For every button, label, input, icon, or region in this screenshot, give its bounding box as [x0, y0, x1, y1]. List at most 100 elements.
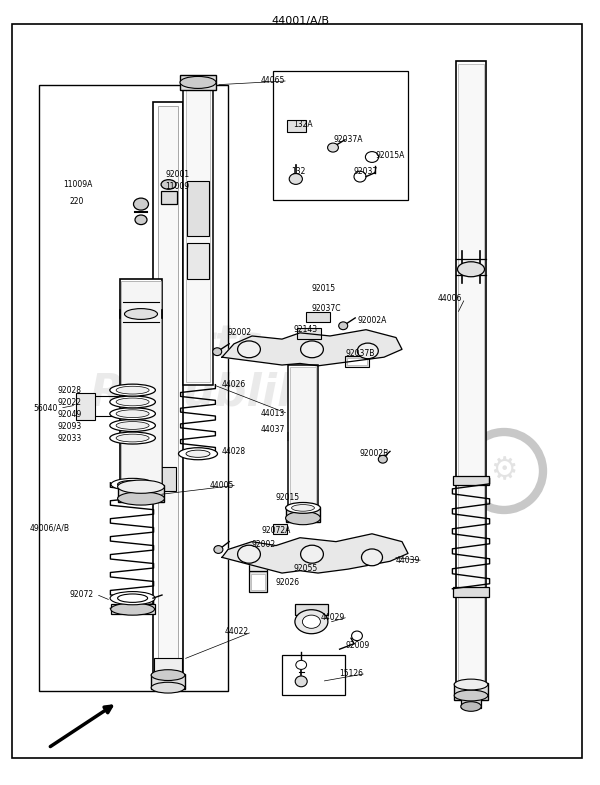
Ellipse shape	[116, 398, 149, 406]
Ellipse shape	[295, 676, 307, 687]
Bar	[290, 367, 316, 507]
Ellipse shape	[180, 76, 216, 89]
Ellipse shape	[238, 546, 260, 563]
Text: 92072: 92072	[69, 590, 93, 599]
Bar	[186, 88, 210, 382]
Text: 44022: 44022	[225, 627, 249, 637]
Bar	[160, 467, 176, 491]
Text: 92015: 92015	[276, 493, 300, 502]
Text: 11009A: 11009A	[63, 180, 92, 189]
Ellipse shape	[116, 410, 149, 418]
Text: 92037B: 92037B	[345, 349, 374, 358]
Bar	[161, 191, 177, 204]
Ellipse shape	[118, 480, 164, 493]
Bar	[158, 106, 178, 683]
Bar	[154, 658, 182, 674]
Text: 92037A: 92037A	[333, 135, 362, 144]
Ellipse shape	[328, 143, 338, 152]
Text: 92015A: 92015A	[375, 151, 404, 160]
Ellipse shape	[289, 173, 302, 184]
Bar	[121, 281, 161, 488]
Ellipse shape	[110, 592, 155, 604]
Bar	[180, 75, 216, 90]
Bar	[295, 604, 328, 615]
Ellipse shape	[358, 343, 379, 359]
Ellipse shape	[110, 603, 155, 615]
Text: 44039: 44039	[396, 556, 421, 565]
Ellipse shape	[461, 702, 481, 711]
Ellipse shape	[238, 341, 260, 358]
Bar	[76, 392, 95, 420]
Bar	[120, 279, 162, 491]
Ellipse shape	[118, 594, 148, 602]
Bar	[286, 507, 320, 522]
Bar	[287, 120, 306, 132]
Bar	[249, 571, 267, 592]
Text: 92002: 92002	[252, 539, 276, 549]
Bar	[461, 697, 481, 708]
Ellipse shape	[354, 171, 366, 182]
Text: 44037: 44037	[261, 425, 286, 434]
Ellipse shape	[151, 682, 185, 693]
Ellipse shape	[135, 215, 147, 225]
Text: 92093: 92093	[57, 422, 81, 431]
Text: 92055: 92055	[294, 564, 318, 573]
Text: 92026: 92026	[276, 578, 300, 587]
Text: 132: 132	[291, 166, 305, 176]
Bar	[456, 61, 486, 691]
Ellipse shape	[214, 546, 223, 553]
Ellipse shape	[161, 180, 176, 189]
Text: 92037C: 92037C	[312, 304, 341, 313]
Ellipse shape	[111, 478, 154, 491]
Bar	[249, 557, 267, 571]
Ellipse shape	[110, 384, 155, 396]
Text: 92002A: 92002A	[357, 316, 386, 325]
Ellipse shape	[186, 450, 210, 458]
Polygon shape	[222, 330, 402, 366]
Bar	[187, 181, 209, 236]
Ellipse shape	[338, 322, 348, 330]
Ellipse shape	[118, 492, 164, 505]
Bar	[453, 476, 489, 485]
Text: 92015: 92015	[312, 284, 336, 294]
Ellipse shape	[352, 631, 362, 641]
Ellipse shape	[286, 512, 320, 524]
Text: Parts
Republik: Parts Republik	[89, 323, 307, 415]
Text: 92033: 92033	[57, 433, 81, 443]
Ellipse shape	[295, 610, 328, 633]
Ellipse shape	[379, 455, 388, 463]
Text: 92049: 92049	[57, 410, 81, 419]
Text: 92037: 92037	[354, 166, 378, 176]
Bar	[288, 365, 318, 510]
Bar	[183, 85, 213, 385]
Text: 44006: 44006	[438, 294, 463, 303]
Text: 44028: 44028	[222, 447, 246, 456]
Bar	[454, 683, 488, 700]
Text: 44001/A/B: 44001/A/B	[271, 16, 329, 26]
Text: 92022: 92022	[57, 398, 81, 407]
Text: 11009: 11009	[165, 182, 189, 192]
Bar	[347, 358, 367, 365]
Ellipse shape	[458, 261, 485, 277]
Ellipse shape	[116, 434, 149, 442]
Ellipse shape	[301, 546, 323, 563]
Ellipse shape	[116, 386, 149, 394]
Text: 44029: 44029	[321, 612, 345, 622]
Text: 44065: 44065	[261, 76, 286, 86]
Ellipse shape	[454, 690, 488, 701]
Ellipse shape	[179, 447, 218, 460]
Bar	[187, 243, 209, 279]
Text: 15126: 15126	[339, 669, 363, 678]
Ellipse shape	[365, 152, 379, 162]
Bar	[151, 674, 185, 689]
Text: 92001: 92001	[165, 170, 189, 179]
Bar	[273, 524, 287, 534]
Ellipse shape	[110, 419, 155, 432]
Bar	[306, 312, 330, 322]
Text: 44013: 44013	[261, 409, 285, 418]
Bar	[345, 356, 369, 367]
Text: 44005: 44005	[210, 480, 235, 490]
Bar	[111, 604, 155, 614]
Ellipse shape	[116, 422, 149, 429]
Text: 220: 220	[69, 197, 83, 206]
